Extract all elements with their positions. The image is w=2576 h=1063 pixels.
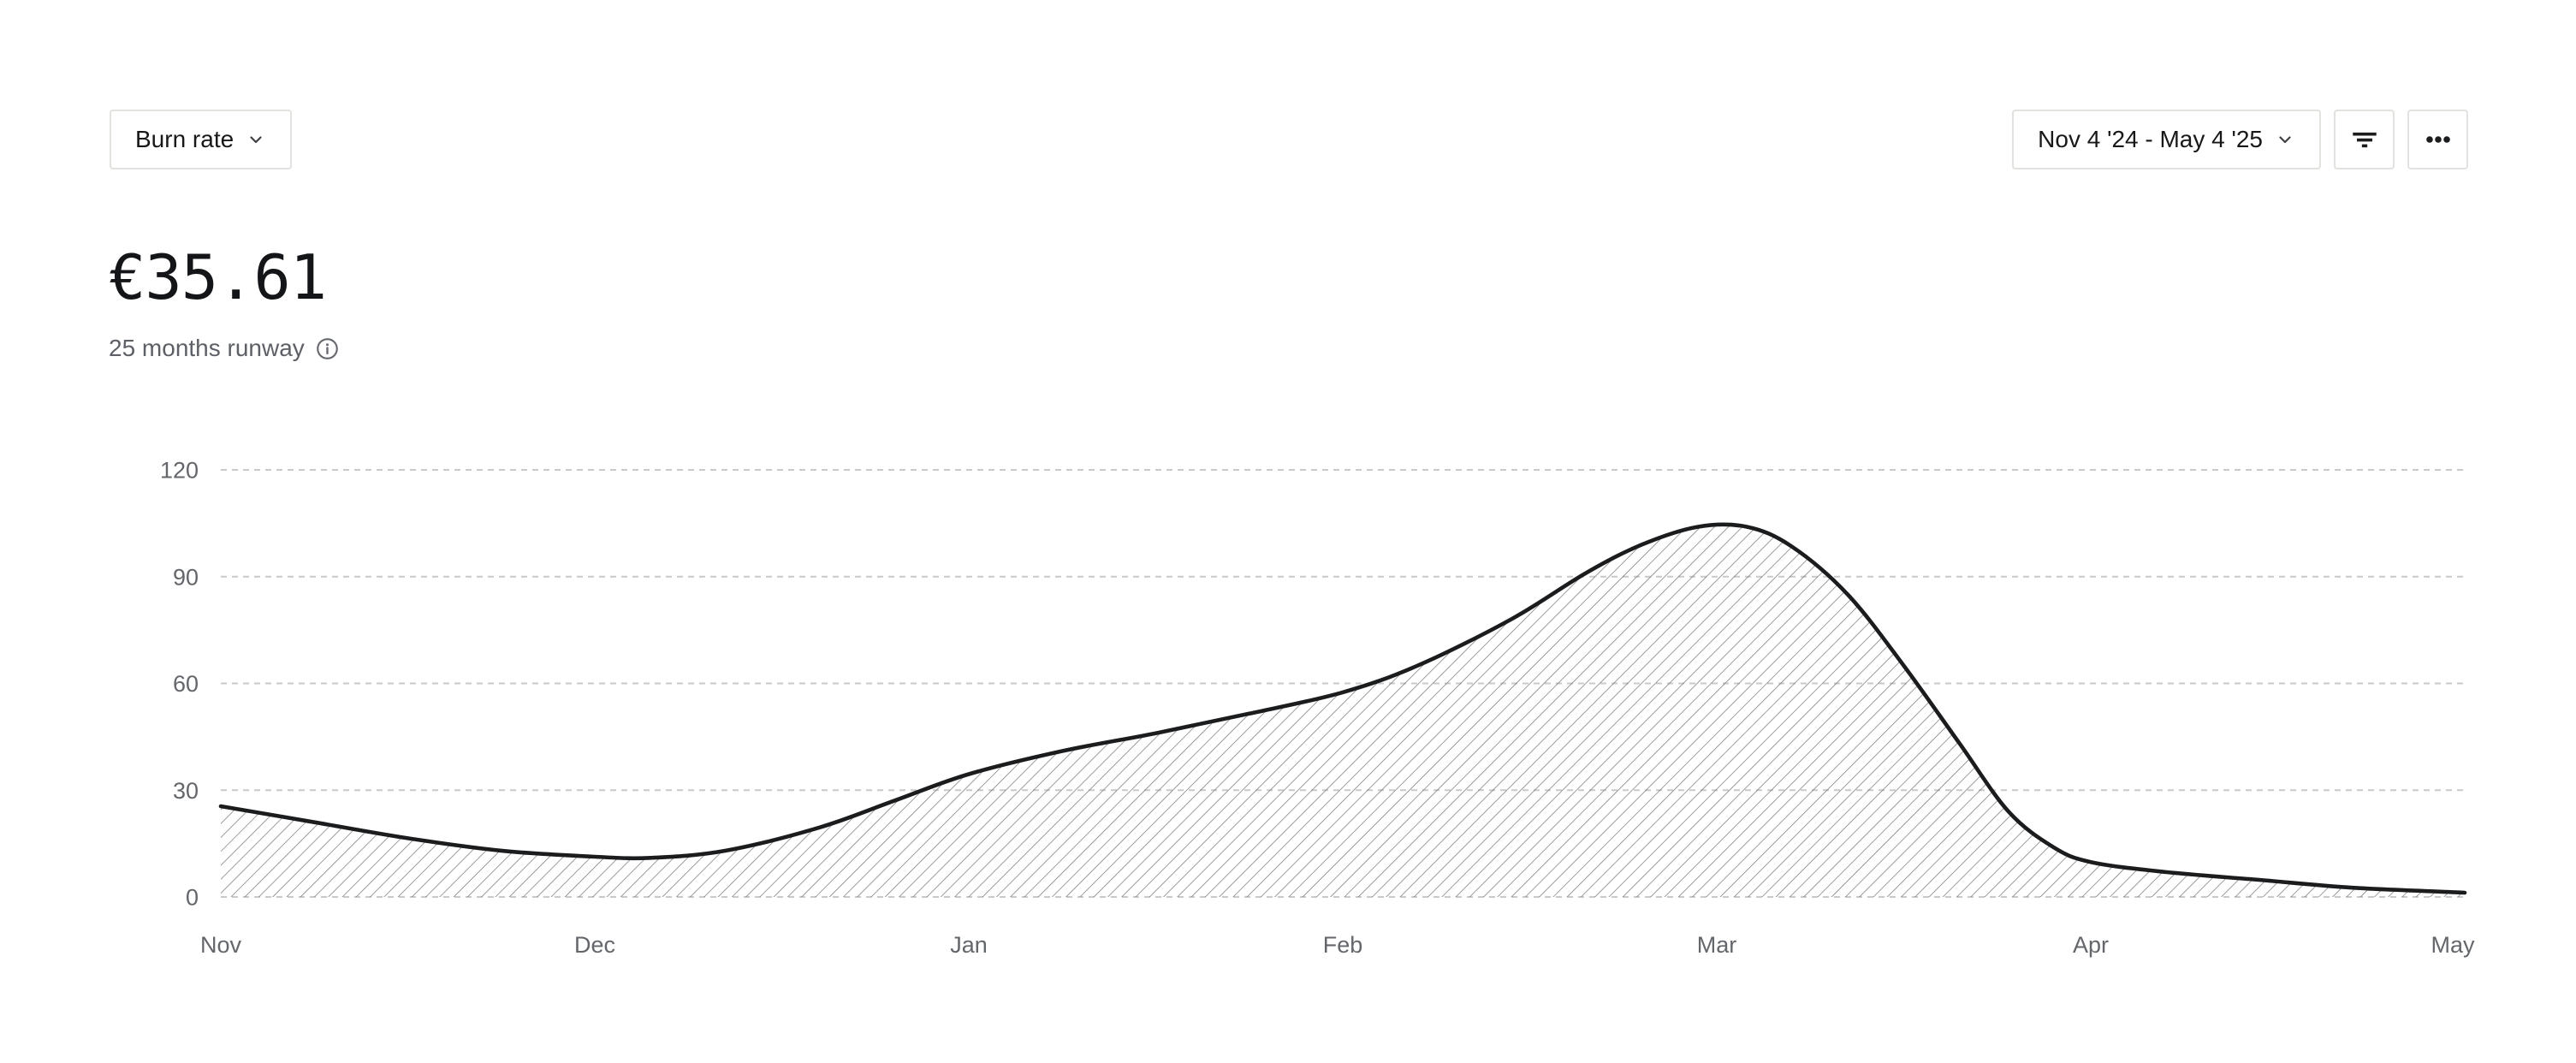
date-range-button[interactable]: Nov 4 '24 - May 4 '25 <box>2012 110 2321 169</box>
x-tick-label: Nov <box>200 932 242 958</box>
x-tick-label: Feb <box>1323 932 1363 958</box>
kpi-block: €35.61 25 months runway <box>109 246 339 363</box>
chevron-down-icon <box>250 136 262 144</box>
x-tick-label: Dec <box>574 932 615 958</box>
ellipsis-icon <box>2425 136 2450 143</box>
toolbar-right-group: Nov 4 '24 - May 4 '25 <box>2012 110 2468 169</box>
y-tick-label: 0 <box>186 885 199 911</box>
x-tick-label: May <box>2431 932 2475 958</box>
more-options-button[interactable] <box>2407 110 2468 169</box>
kpi-value: €35.61 <box>109 241 327 313</box>
y-tick-label: 90 <box>173 564 199 590</box>
kpi-subtitle-row: 25 months runway <box>109 334 339 363</box>
info-icon[interactable] <box>316 337 339 360</box>
x-tick-label: Apr <box>2073 932 2109 958</box>
filter-button[interactable] <box>2334 110 2395 169</box>
date-range-label: Nov 4 '24 - May 4 '25 <box>2038 126 2263 152</box>
chevron-down-icon <box>2279 136 2291 144</box>
y-tick-label: 120 <box>160 458 199 484</box>
series-layer <box>218 522 2467 897</box>
metric-selector-label: Burn rate <box>135 126 234 152</box>
filter-lines-icon <box>2352 132 2377 148</box>
burn-rate-line <box>218 522 2467 895</box>
metric-selector-button[interactable]: Burn rate <box>110 110 293 169</box>
kpi-subtitle: 25 months runway <box>109 335 305 361</box>
y-tick-label: 60 <box>173 671 199 697</box>
x-tick-label: Jan <box>950 932 988 958</box>
y-tick-label: 30 <box>173 778 199 804</box>
axis-label-layer: 0 30 60 90 120 Nov Dec Jan Feb Mar Apr May <box>160 458 2475 959</box>
burn-rate-area <box>221 524 2465 897</box>
x-tick-label: Mar <box>1697 932 1737 958</box>
toolbar: Burn rate Nov 4 '24 - May 4 '25 <box>110 110 2468 169</box>
